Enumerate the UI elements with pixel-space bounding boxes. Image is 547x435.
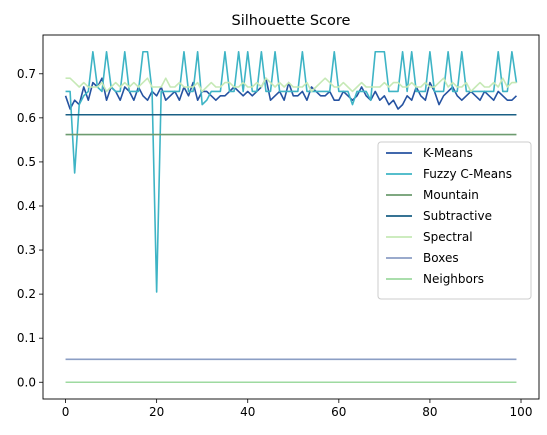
y-tick-label: 0.1: [17, 331, 36, 345]
legend-label-fuzzy-c-means: Fuzzy C-Means: [423, 167, 512, 181]
legend-label-neighbors: Neighbors: [423, 272, 484, 286]
x-tick-label: 60: [331, 405, 346, 419]
legend-label-spectral: Spectral: [423, 230, 473, 244]
legend: K-Means Fuzzy C-Means Mountain Subtractive S…: [377, 141, 532, 300]
y-tick-label: 0.6: [17, 111, 36, 125]
legend-label-k-means: K-Means: [423, 146, 473, 160]
x-tick-label: 100: [510, 405, 533, 419]
legend-label-boxes: Boxes: [423, 251, 459, 265]
plot-frame: [42, 34, 540, 400]
y-tick-label: 0.7: [17, 67, 36, 81]
series-line-fuzzy-c-means: [65, 50, 518, 293]
y-tick-label: 0.5: [17, 155, 36, 169]
series-line-k-means: [64, 77, 518, 110]
chart-title: Silhouette Score: [232, 13, 351, 29]
series-line-spectral: [65, 77, 517, 93]
x-axis: 0 20 40 60 80 100: [62, 399, 533, 419]
x-tick-label: 80: [422, 405, 437, 419]
x-tick-label: 40: [240, 405, 255, 419]
y-tick-label: 0.3: [17, 243, 36, 257]
legend-box: [377, 141, 532, 300]
y-tick-label: 0.4: [17, 199, 36, 213]
y-tick-label: 0.0: [17, 375, 36, 389]
y-tick-label: 0.2: [17, 287, 36, 301]
series-layer: [64, 50, 518, 384]
x-tick-label: 20: [149, 405, 164, 419]
legend-label-mountain: Mountain: [423, 188, 479, 202]
x-tick-label: 0: [62, 405, 70, 419]
legend-label-subtractive: Subtractive: [423, 209, 492, 223]
y-axis: 0.0 0.1 0.2 0.3 0.4 0.5 0.6 0.7: [17, 67, 43, 389]
